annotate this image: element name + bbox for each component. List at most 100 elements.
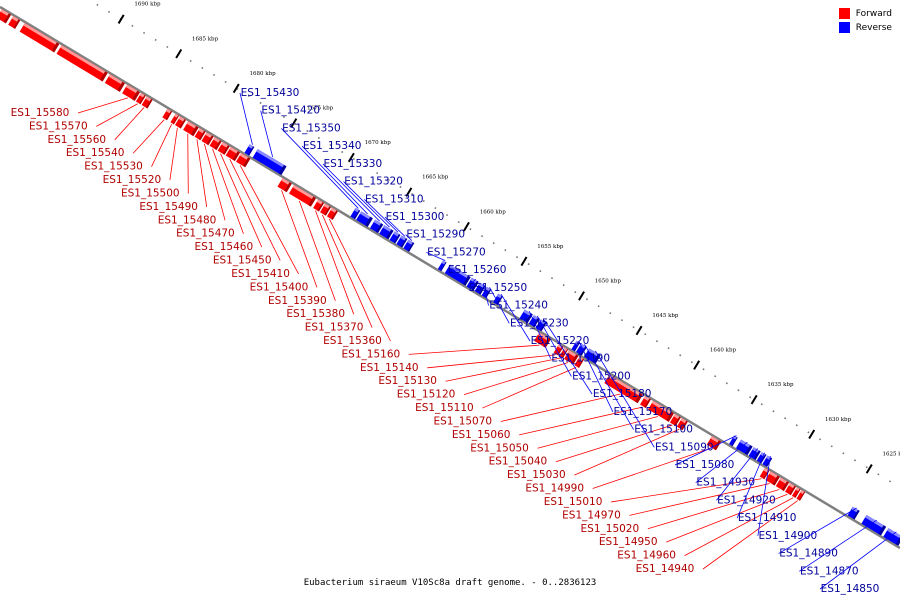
gene-label[interactable]: ES1_15110 [415,402,474,414]
gene-label[interactable]: ES1_14930 [696,477,755,489]
gene-label[interactable]: ES1_14900 [759,530,818,542]
gene-label[interactable]: ES1_14950 [599,536,658,548]
gene-unlabeled[interactable] [0,9,11,24]
gene-es1-15130[interactable] [559,347,569,359]
gene-es1-15310[interactable] [389,231,401,244]
gene-label[interactable]: ES1_15480 [158,214,217,226]
gene-es1-15390[interactable] [288,184,316,207]
gene-es1-15200[interactable] [528,315,540,328]
gene-unlabeled[interactable] [104,74,125,92]
gene-es1-14890[interactable] [847,506,860,520]
gene-es1-15570[interactable] [135,92,146,105]
gene-es1-14970[interactable] [765,471,780,486]
gene-label[interactable]: ES1_15020 [581,523,640,535]
gene-label[interactable]: ES1_15380 [286,308,345,320]
gene-label[interactable]: ES1_15100 [634,424,693,436]
gene-es1-15250[interactable] [466,277,479,291]
gene-label[interactable]: ES1_15120 [397,389,456,401]
gene-label[interactable]: ES1_15170 [614,406,673,418]
gene-label[interactable]: ES1_14970 [562,509,621,521]
gene-label[interactable]: ES1_14850 [821,583,880,595]
gene-label[interactable]: ES1_15470 [176,228,235,240]
gene-es1-15460[interactable] [217,142,230,155]
gene-es1-15030[interactable] [676,418,688,431]
gene-es1-15450[interactable] [225,146,241,162]
gene-label[interactable]: ES1_15460 [195,241,254,253]
gene-es1-15490[interactable] [194,128,206,141]
gene-label[interactable]: ES1_14920 [717,494,776,506]
gene-label[interactable]: ES1_15290 [406,229,465,241]
gene-label[interactable]: ES1_15160 [342,348,401,360]
gene-label[interactable]: ES1_15320 [344,176,403,188]
gene-label[interactable]: ES1_14890 [779,548,838,560]
gene-label[interactable]: ES1_14910 [738,512,797,524]
gene-label[interactable]: ES1_15450 [213,255,272,267]
gene-es1-15520[interactable] [175,116,186,129]
gene-label[interactable]: ES1_15030 [507,469,566,481]
gene-es1-15350[interactable] [350,207,361,220]
gene-label[interactable]: ES1_15340 [303,140,362,152]
gene-label[interactable]: ES1_14940 [636,563,695,575]
gene-label[interactable]: ES1_14990 [525,483,584,495]
gene-label[interactable]: ES1_15530 [84,161,143,173]
gene-label[interactable]: ES1_15400 [250,281,309,293]
gene-es1-15320[interactable] [379,225,394,240]
gene-es1-15380[interactable] [313,199,325,212]
gene-label[interactable]: ES1_14960 [617,550,676,562]
gene-label[interactable]: ES1_15080 [676,459,735,471]
gene-es1-14930[interactable] [735,439,753,456]
gene-label[interactable]: ES1_15190 [551,353,610,365]
gene-label[interactable]: ES1_15540 [66,147,125,159]
gene-label[interactable]: ES1_14870 [800,565,859,577]
gene-es1-14870[interactable] [861,515,887,536]
gene-label[interactable]: ES1_15220 [531,335,590,347]
gene-es1-15580[interactable] [122,84,140,101]
gene-es1-15560[interactable] [141,96,153,109]
gene-es1-15530[interactable] [170,113,180,125]
gene-es1-15290[interactable] [403,239,415,252]
gene-es1-15120[interactable] [564,350,579,365]
gene-es1-15330[interactable] [369,219,384,234]
gene-label[interactable]: ES1_15330 [324,158,383,170]
gene-es1-15420[interactable] [252,149,287,175]
gene-es1-15430[interactable] [244,144,255,156]
gene-es1-15020[interactable] [775,477,789,492]
gene-label[interactable]: ES1_15270 [427,246,486,258]
gene-es1-15340[interactable] [356,211,373,227]
gene-label[interactable]: ES1_15300 [386,211,445,223]
gene-label[interactable]: ES1_15250 [469,282,528,294]
gene-label[interactable]: ES1_15040 [489,456,548,468]
gene-label[interactable]: ES1_15010 [544,496,603,508]
gene-label[interactable]: ES1_15200 [572,370,631,382]
gene-es1-15110[interactable] [574,356,585,368]
gene-unlabeled[interactable] [19,23,60,53]
gene-es1-15040[interactable] [669,413,681,426]
gene-label[interactable]: ES1_15410 [231,268,290,280]
gene-label[interactable]: ES1_15570 [29,120,88,132]
gene-unlabeled[interactable] [8,16,21,29]
gene-es1-15270[interactable] [437,260,447,272]
gene-label[interactable]: ES1_15370 [305,322,364,334]
gene-label[interactable]: ES1_15130 [378,375,437,387]
gene-label[interactable]: ES1_15060 [452,429,511,441]
gene-label[interactable]: ES1_15070 [433,415,492,427]
gene-es1-15360[interactable] [326,207,338,220]
gene-es1-15230[interactable] [481,286,492,299]
gene-label[interactable]: ES1_15310 [365,193,424,205]
gene-label[interactable]: ES1_15240 [489,300,548,312]
gene-es1-15470[interactable] [209,137,222,150]
gene-label[interactable]: ES1_15140 [360,362,419,374]
gene-label[interactable]: ES1_15360 [323,335,382,347]
gene-es1-15500[interactable] [183,121,199,137]
gene-es1-15540[interactable] [162,108,173,121]
gene-label[interactable]: ES1_15350 [282,122,341,134]
gene-label[interactable]: ES1_15390 [268,295,327,307]
gene-es1-15410[interactable] [236,153,251,168]
gene-es1-15060[interactable] [639,395,651,408]
gene-es1-15300[interactable] [396,235,408,248]
gene-label[interactable]: ES1_15520 [103,174,162,186]
gene-label[interactable]: ES1_15090 [655,441,714,453]
gene-label[interactable]: ES1_15500 [121,187,180,199]
gene-es1-14990[interactable] [706,436,722,451]
gene-es1-14940[interactable] [796,490,806,501]
